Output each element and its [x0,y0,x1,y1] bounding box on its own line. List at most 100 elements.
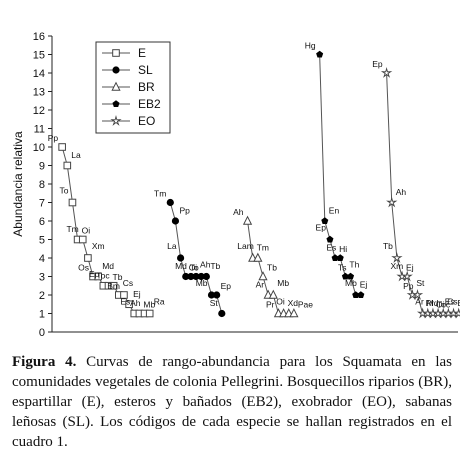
species-label-e: Toc [96,270,110,280]
y-tick-label: 16 [33,31,45,43]
point-e [68,198,77,207]
species-label-eo: Ah [396,187,407,197]
species-label-eo: Xm [390,261,403,271]
species-label-e: Os [78,263,89,273]
point-e [120,291,128,299]
y-tick-label: 0 [39,327,45,339]
species-label-eb2: Es [326,243,336,253]
y-tick-label: 13 [33,87,45,99]
species-label-eo: Es [445,297,455,307]
point-eb2 [326,235,334,243]
point-e [125,300,133,309]
point-br [289,308,299,318]
species-label-e: To [59,186,68,196]
species-label-eo: Pp [403,281,414,291]
point-e [109,281,118,290]
point-sl [177,254,185,262]
point-br [268,289,278,299]
caption-label: Figura 4. [12,354,77,370]
point-sl [182,272,190,281]
point-eb2 [347,272,355,280]
point-sl [197,272,205,281]
point-sl [202,272,210,281]
species-label-eb2: En [329,206,340,216]
species-label-eo: Md [427,298,439,308]
legend-marker-eo [110,115,122,126]
species-label-eo: Ep [372,59,383,69]
species-label-br: Tm [257,243,269,253]
point-eb2 [357,291,365,298]
y-tick-label: 12 [33,105,45,117]
legend-marker-sl [112,66,120,74]
point-sl [187,272,195,281]
point-eo [453,307,460,319]
species-label-e: Ep [89,269,100,279]
point-eb2 [316,50,324,58]
species-label-sl: Ep [221,281,232,291]
species-label-sl: Tb [210,261,220,271]
y-tick-label: 9 [39,161,45,173]
species-label-eb2: Mb [345,278,357,288]
point-eo [380,67,393,78]
legend-label-eo: EO [138,114,155,128]
y-tick-label: 1 [39,309,45,321]
species-label-e: La [71,150,81,160]
species-label-e: Ej [133,289,141,299]
y-tick-label: 15 [33,50,45,62]
legend-marker-eb2 [112,100,120,107]
legend-label-eb2: EB2 [138,97,161,111]
species-label-eo: Toc [437,300,451,310]
species-label-eo: Bm [458,298,460,308]
point-sl [166,198,174,207]
point-eb2 [352,291,360,298]
y-axis-label: Abundancia relativa [11,131,25,237]
figure-caption: Figura 4. Curvas de rango-abundancia par… [12,352,452,452]
legend-label-e: E [138,46,146,60]
point-eo [391,252,403,263]
species-label-br: Pr [266,300,275,310]
species-label-e: Pp [48,133,59,143]
y-tick-label: 2 [39,290,45,302]
point-br [253,252,263,262]
species-label-eo: Oi [436,300,445,310]
species-label-eb2: Ts [338,263,347,273]
point-e [94,272,103,281]
species-label-br: Lam [237,241,254,251]
species-label-sl: Ah [200,260,211,270]
point-eb2 [341,272,349,280]
species-label-br: Pae [298,300,313,310]
species-label-sl: Pp [179,206,190,216]
legend-label-sl: SL [138,63,153,77]
species-label-eo: Cs [447,297,457,307]
legend-label-br: BR [138,80,155,94]
point-eo [401,270,413,282]
legend-marker-e [112,49,120,57]
species-label-br: Tb [267,263,277,273]
species-label-eb2: Hi [339,244,347,254]
point-sl [192,272,200,281]
species-label-e: Es [120,297,130,307]
y-tick-label: 14 [33,68,45,80]
species-label-sl: Oi [189,263,198,273]
species-label-br: Ar [256,280,265,290]
species-label-e: Md [102,261,114,271]
y-tick-label: 4 [39,253,45,265]
y-tick-label: 10 [33,142,45,154]
point-e [84,254,92,262]
species-label-sl: Tm [154,189,166,199]
species-label-sl: Md [175,261,187,271]
y-tick-label: 6 [39,216,45,228]
point-eb2 [331,254,339,261]
species-label-eo: Tb [383,241,393,251]
species-label-eb2: Ep [316,223,327,233]
y-tick-label: 7 [39,198,45,210]
point-eb2 [321,217,329,224]
point-br [242,215,253,225]
species-label-e: Tb [113,272,123,282]
point-br [258,271,268,281]
species-label-e: Oi [82,226,91,236]
point-e [58,143,66,151]
species-label-eo: Ej [406,263,414,273]
point-sl [207,291,216,299]
